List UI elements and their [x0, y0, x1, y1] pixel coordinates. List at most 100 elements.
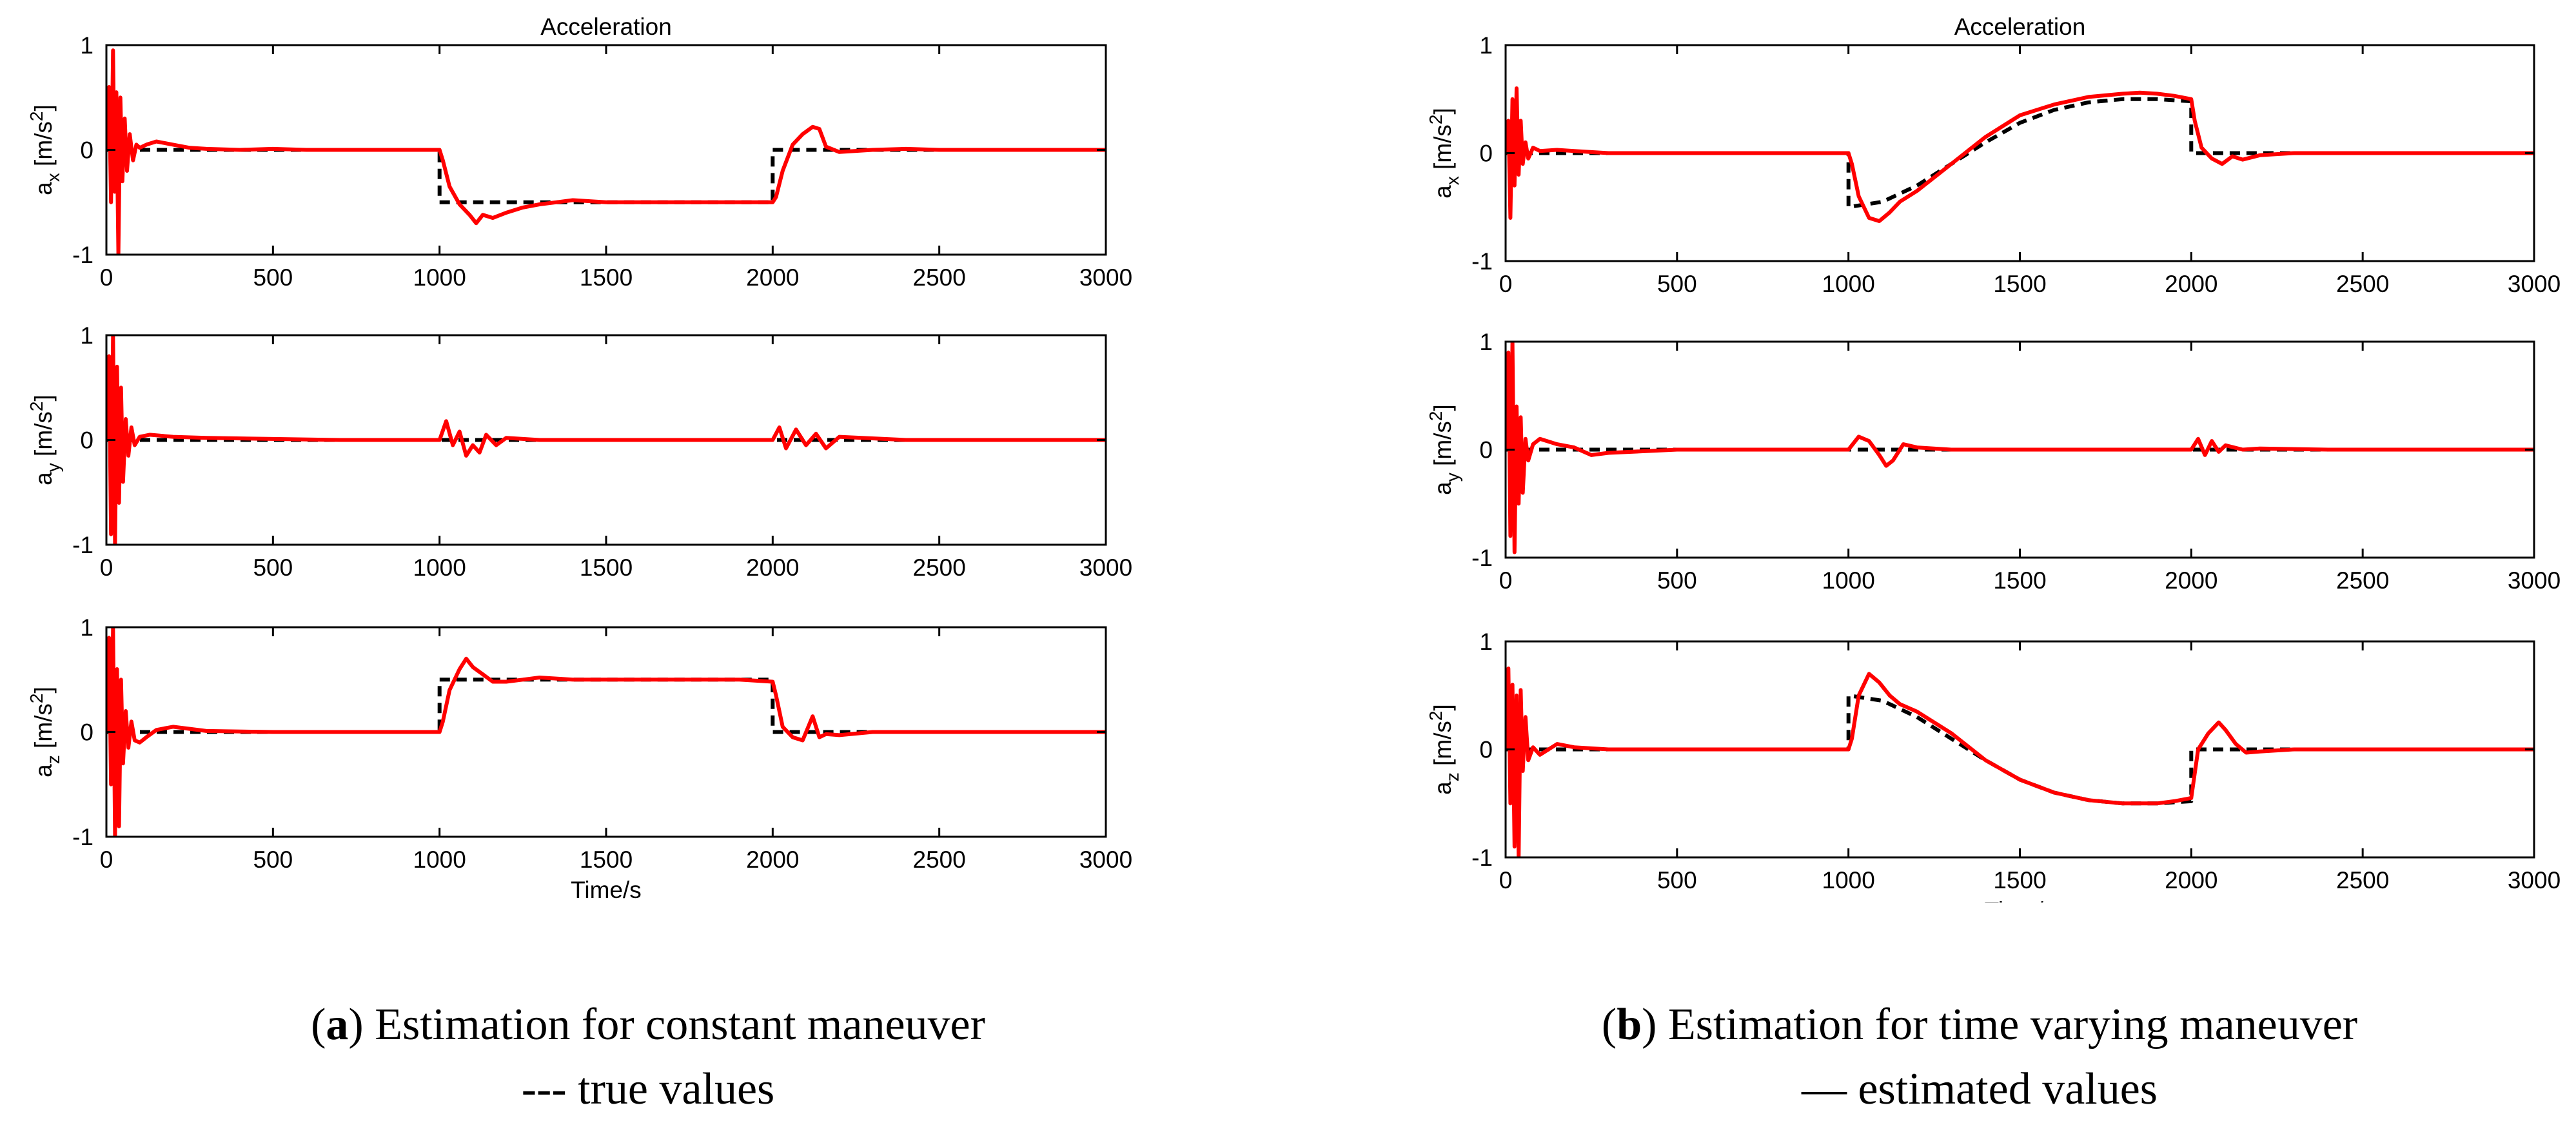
panel-b-subplot-x-xtick-label: 0 [1499, 271, 1513, 297]
panel-b-subplot-x-xtick-label: 500 [1657, 271, 1697, 297]
panel-b-subplot-y-ylabel-part: ] [1430, 404, 1456, 411]
panel-a-subplot-z-xtick-label: 3000 [1079, 846, 1132, 873]
panel-a-subplot-y-ylabel: ay [m/s2] [26, 395, 63, 485]
panel-b-subplot-z-xtick-label: 1500 [1993, 867, 2046, 893]
panel-a-subplot-x-ylabel-part: ] [30, 104, 57, 111]
panel-b-subplot-y-xtick-label: 500 [1657, 567, 1697, 594]
panel-b-subplot-x-ylabel-part: a [1430, 185, 1456, 199]
panel-a-subplot-y-xtick-label: 2500 [913, 554, 966, 581]
panel-a-subplot-x-ylabel-part: 2 [26, 111, 46, 121]
panel-b-subplot-z-ylabel-part: [m/s [1430, 721, 1456, 772]
panel-a-subplot-y-ylabel-part: 2 [26, 401, 46, 411]
panel-b-subplot-z-xtick-label: 500 [1657, 867, 1697, 893]
panel-b-subplot-y-ylabel-part: [m/s [1430, 421, 1456, 473]
panel-b-subplot-y-ytick-label: -1 [1471, 545, 1493, 571]
panel-a-subplot-x-ytick-label: 1 [80, 32, 93, 59]
panel-a-subplot-y-xtick-label: 3000 [1079, 554, 1132, 581]
panel-b-subplot-x-ylabel-part: 2 [1426, 114, 1446, 124]
panel-a-subplot-z-ylabel-part: a [30, 764, 57, 777]
caption-b-label: b [1617, 1000, 1642, 1049]
panel-b-subplot-z-xtick-label: 2000 [2165, 867, 2217, 893]
panel-b-subplot-x-xtick-label: 1500 [1993, 271, 2046, 297]
panel-a-subplot-y-ylabel-part: ] [30, 395, 57, 401]
panel-b-subplot-z-ylabel-part: z [1442, 772, 1462, 781]
panel-a-subplot-y-ytick-label: -1 [72, 532, 93, 558]
panel-a-subplot-x-xtick-label: 1500 [580, 264, 633, 291]
panel-a-subplot-x-xtick-label: 0 [100, 264, 113, 291]
panel-b-subplot-z-ylabel-part: 2 [1426, 710, 1446, 721]
panel-a-subplot-y-ytick-label: 0 [80, 427, 93, 454]
panel-b-subplot-y-ytick-label: 0 [1479, 437, 1493, 464]
panel-b-subplot-x-true-line [1506, 97, 2534, 210]
panel-b-subplot-x-xtick-label: 2000 [2165, 271, 2217, 297]
panel-b-subplot-y-ylabel-part: a [1430, 482, 1456, 495]
panel-b-subplot-z-ytick-label: -1 [1471, 844, 1493, 871]
panel-b-subplot-x-estimated-line [1506, 86, 2534, 223]
panel-a-subplot-z-xtick-label: 2000 [746, 846, 799, 873]
panel-a-subplot-y-estimated-line [106, 335, 1106, 545]
panel-a-subplot-z-true-line [106, 678, 1106, 734]
panel-a-subplot-z-ytick-label: -1 [72, 824, 93, 850]
panel-a-subplot-z-xtick-label: 0 [100, 846, 113, 873]
panel-b-subplot-z-xtick-label: 2500 [2336, 867, 2389, 893]
panel-b-subplot-x-ylabel-part: [m/s [1430, 124, 1456, 176]
caption-a: (a) Estimation for constant maneuver [311, 1000, 985, 1049]
panel-a-subplot-z-xtick-label: 1500 [580, 846, 633, 873]
panel-b-title: Acceleration [1954, 14, 2086, 40]
panel-a-subplot-z-ylabel: az [m/s2] [26, 687, 63, 777]
panel-a-subplot-y-xtick-label: 0 [100, 554, 113, 581]
panel-b-subplot-y-estimated-line [1506, 342, 2534, 554]
panel-a-subplot-z-estimated-line [106, 627, 1106, 837]
panel-b-subplot-x-ytick-label: 1 [1479, 32, 1493, 59]
panel-b-subplot-z-xtick-label: 3000 [2508, 867, 2561, 893]
panel-a-subplot-x: 0 500 1000 1500 2000 2500 3000 -1 0 1 ax [m/s2] Acc… [26, 14, 1132, 291]
panel-b-subplot-x-ylabel-part: x [1442, 176, 1462, 185]
panel-b-subplot-z-xtick-label: 1000 [1822, 867, 1875, 893]
panel-a-subplot-x-xtick-label: 2500 [913, 264, 966, 291]
panel-a-subplot-x-ytick-label: -1 [72, 242, 93, 268]
panel-a-subplot-x-xtick-label: 500 [253, 264, 293, 291]
caption-b: (b) Estimation for time varying maneuver [1601, 1000, 2358, 1049]
panel-a-subplot-y-ylabel-part: [m/s [30, 411, 57, 463]
panel-b-subplot-z-ylabel-part: a [1430, 781, 1456, 795]
panel-a-subplot-y-ylabel-part: y [43, 463, 63, 472]
panel-a-xlabel: Time/s [571, 877, 642, 903]
panel-a-subplot-z-xtick-label: 1000 [413, 846, 466, 873]
panel-b-subplot-x-ylabel: ax [m/s2] [1426, 108, 1462, 199]
panel-b-subplot-z-ytick-label: 0 [1479, 737, 1493, 763]
panel-a-subplot-x-true-line [106, 148, 1106, 204]
panel-a-subplot-y-xtick-label: 2000 [746, 554, 799, 581]
panel-b-subplot-y-ylabel-part: 2 [1426, 411, 1446, 421]
panel-a-subplot-x-ylabel-part: [m/s [30, 121, 57, 173]
caption-a-text: Estimation for constant maneuver [375, 1000, 985, 1049]
panel-a-subplot-y-ylabel-part: a [30, 472, 57, 485]
panel-b-subplot-z-xtick-label: 0 [1499, 867, 1513, 893]
panel-a-subplot-z-xtick-label: 2500 [913, 846, 966, 873]
legend-estimated: — estimated values [1367, 1057, 2576, 1122]
caption-a-label: a [326, 1000, 349, 1049]
panel-a-subplot-z-ytick-label: 1 [80, 614, 93, 641]
panel-b-subplot-y-ylabel-part: y [1442, 473, 1462, 482]
panel-a-subplot-x-ylabel-part: a [30, 182, 57, 195]
panel-a-subplot-z-xtick-label: 500 [253, 846, 293, 873]
panel-a-subplot-z-ylabel-part: [m/s [30, 703, 57, 755]
panel-b-subplot-y-xtick-label: 1500 [1993, 567, 2046, 594]
panel-a-subplot-y-ytick-label: 1 [80, 322, 93, 349]
panel-a-subplot-x-xtick-label: 1000 [413, 264, 466, 291]
panel-a-subplot-z-ylabel-part: ] [30, 687, 57, 693]
panel-a-title: Acceleration [540, 14, 672, 40]
panel-b-subplot-z-ytick-label: 1 [1479, 629, 1493, 655]
panel-a-subplot-x-ylabel: ax [m/s2] [26, 104, 63, 195]
caption-b-text: Estimation for time varying maneuver [1667, 1000, 2358, 1049]
panel-b-subplot-x-xtick-label: 1000 [1822, 271, 1875, 297]
legend-true-text: --- true values [521, 1064, 775, 1114]
panel-b-subplot-z-estimated-line [1506, 666, 2534, 857]
panel-b-subplot-y-xtick-label: 0 [1499, 567, 1513, 594]
panel-a-subplot-x-xtick-label: 3000 [1079, 264, 1132, 291]
panel-a-subplot-y: 0 500 1000 1500 2000 2500 3000 -1 0 1 ay [m/s2] [26, 322, 1132, 581]
panel-b-xlabel: Time/s [1985, 897, 2056, 903]
panel-b-subplot-y-ylabel: ay [m/s2] [1426, 404, 1462, 495]
